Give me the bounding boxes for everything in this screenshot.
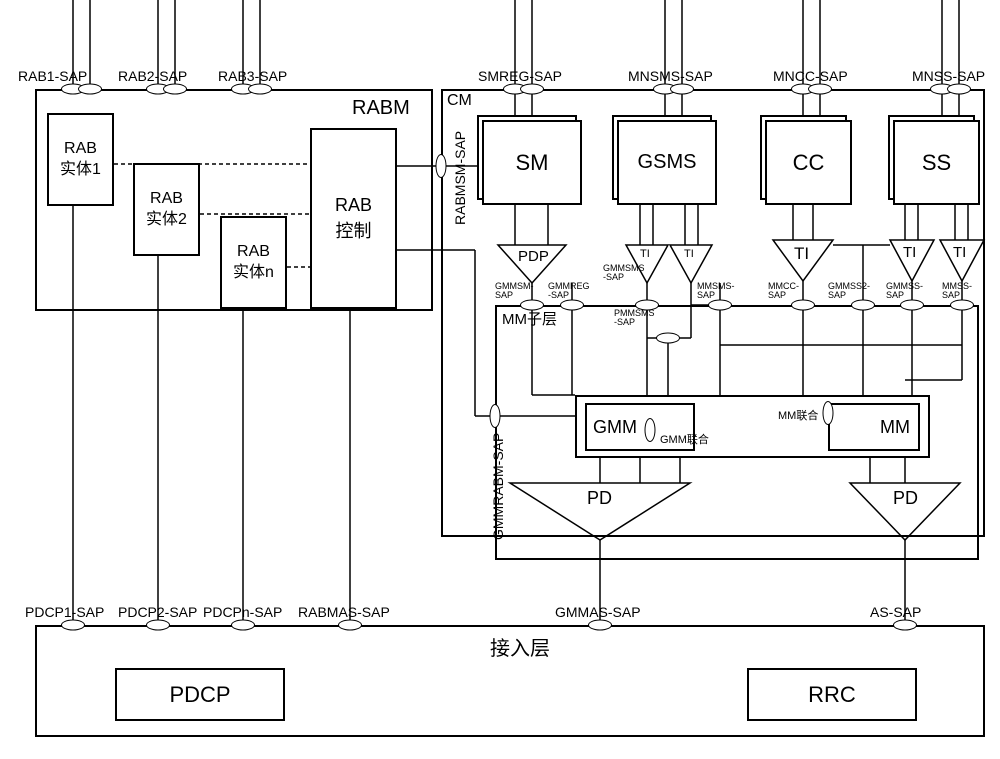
ss-box: SS (893, 120, 980, 205)
pdcp2-sap-label: PDCP2-SAP (118, 604, 197, 620)
ti-label-1: TI (640, 248, 650, 260)
mmcc-sap-oval (791, 300, 815, 311)
gmmsms-sap-label: GMMSMS-SAP (603, 264, 645, 282)
gmm-join-label: GMM联合 (660, 431, 709, 447)
mmsms-sap-oval (708, 300, 732, 311)
access-layer-title: 接入层 (490, 632, 550, 661)
pdcp2-sap-oval (146, 620, 170, 631)
mncc-sap-label: MNCC-SAP (773, 68, 848, 84)
mmss-sap-oval (950, 300, 974, 311)
pd-label-1: PD (587, 488, 612, 509)
gmmas-sap-label: GMMAS-SAP (555, 604, 641, 620)
ti-label-4: TI (903, 244, 916, 261)
rab-en-line1: RAB (237, 242, 270, 263)
rabmas-sap-label: RABMAS-SAP (298, 604, 390, 620)
gmmss-sap-oval (900, 300, 924, 311)
mmss-sap-label: MMSS-SAP (942, 282, 972, 300)
rab3-sap-label: RAB3-SAP (218, 68, 287, 84)
mm-label: MM (880, 417, 910, 438)
rab2-sap-oval-2 (163, 84, 187, 95)
rabmsm-sap-label: RABMSM-SAP (452, 131, 468, 225)
pdcp-box: PDCP (115, 668, 285, 721)
pdcp-label: PDCP (169, 682, 230, 708)
mnss-sap-label: MNSS-SAP (912, 68, 985, 84)
gmmrabm-sap-label: GMMRABM-SAP (490, 433, 506, 540)
pdcpn-sap-oval (231, 620, 255, 631)
rrc-label: RRC (808, 682, 856, 708)
sm-box: SM (482, 120, 582, 205)
rab-e2-line1: RAB (150, 189, 183, 210)
pd-label-2: PD (893, 488, 918, 509)
cc-box: CC (765, 120, 852, 205)
mm-sublayer-title: MM子层 (502, 308, 557, 329)
gmmrabm-sap-oval (490, 404, 501, 428)
rrc-box: RRC (747, 668, 917, 721)
rab-control: RAB 控制 (310, 128, 397, 309)
pdp-label: PDP (518, 248, 549, 265)
gmm-join-oval (645, 418, 656, 442)
rab-e1-line1: RAB (64, 139, 97, 160)
rab-entity-2: RAB 实体2 (133, 163, 200, 256)
gmm-label: GMM (593, 417, 637, 438)
rab1-sap-label: RAB1-SAP (18, 68, 87, 84)
rab-ctrl-line2: 控制 (336, 219, 372, 244)
rab-e1-line2: 实体1 (60, 160, 101, 181)
pmmsms-sap-oval (656, 333, 680, 344)
gsms-box: GSMS (617, 120, 717, 205)
mnsms-sap-oval-2 (670, 84, 694, 95)
gmmsm-sap-oval (520, 300, 544, 311)
smreg-sap-oval-2 (520, 84, 544, 95)
gmmss2-sap-oval (851, 300, 875, 311)
mm-join-label: MM联合 (778, 407, 818, 423)
gmmss-sap-label: GMMSS-SAP (886, 282, 923, 300)
ss-label: SS (922, 150, 951, 176)
rabmas-sap-oval (338, 620, 362, 631)
rabm-title: RABM (352, 97, 410, 120)
mmsms-sap-label: MMSMS-SAP (697, 282, 735, 300)
pmmsms-sap-label: PMMSMS-SAP (614, 309, 655, 327)
rab-ctrl-line1: RAB (335, 193, 372, 218)
rab2-sap-label: RAB2-SAP (118, 68, 187, 84)
pdcp1-sap-label: PDCP1-SAP (25, 604, 104, 620)
pdcp1-sap-oval (61, 620, 85, 631)
gmmreg-sap-oval (560, 300, 584, 311)
gmmas-sap-oval (588, 620, 612, 631)
sm-label: SM (516, 150, 549, 176)
mncc-sap-oval-2 (808, 84, 832, 95)
mm-join-oval (823, 401, 834, 425)
cc-label: CC (793, 150, 825, 176)
gsms-label: GSMS (638, 151, 697, 174)
cm-title: CM (447, 92, 472, 110)
ti-label-3: TI (794, 244, 809, 264)
as-sap-oval (893, 620, 917, 631)
mmcc-sap-label: MMCC-SAP (768, 282, 799, 300)
rab3-sap-oval-2 (248, 84, 272, 95)
ti-label-5: TI (953, 244, 966, 261)
rab1-sap-oval-2 (78, 84, 102, 95)
rabmsm-sap-oval (436, 154, 447, 178)
rab-en-line2: 实体n (233, 263, 274, 284)
rab-entity-n: RAB 实体n (220, 216, 287, 309)
ti-label-2: TI (684, 248, 694, 260)
gmmsm-sap-label: GMMSM-SAP (495, 282, 534, 300)
gmmreg-sap-label: GMMREG-SAP (548, 282, 590, 300)
rab-e2-line2: 实体2 (146, 210, 187, 231)
mnsms-sap-label: MNSMS-SAP (628, 68, 713, 84)
gmmss2-sap-label: GMMSS2-SAP (828, 282, 870, 300)
as-sap-label: AS-SAP (870, 604, 921, 620)
mm-box: MM (828, 403, 920, 451)
mnss-sap-oval-2 (947, 84, 971, 95)
smreg-sap-label: SMREG-SAP (478, 68, 562, 84)
rab-entity-1: RAB 实体1 (47, 113, 114, 206)
pdcpn-sap-label: PDCPn-SAP (203, 604, 282, 620)
